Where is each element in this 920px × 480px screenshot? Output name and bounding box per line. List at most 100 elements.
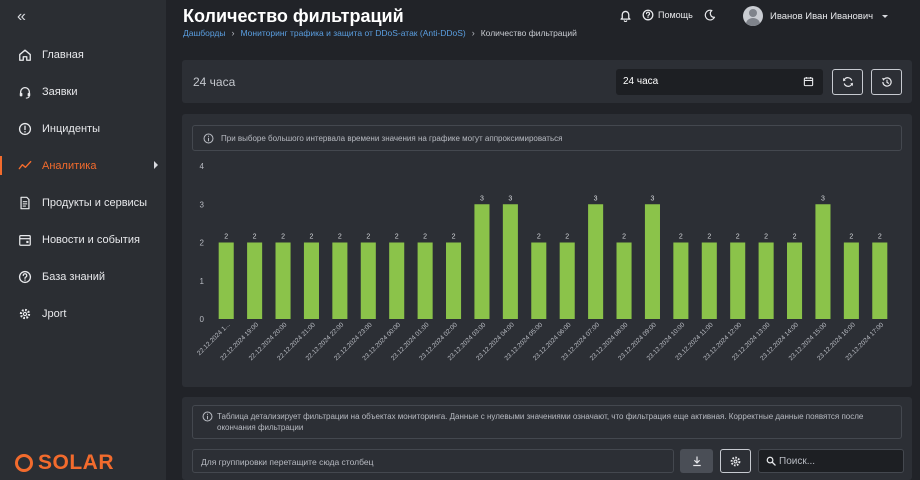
download-icon [692, 456, 701, 467]
sidebar-item-requests[interactable]: Заявки [0, 73, 166, 110]
analytics-icon [18, 160, 32, 169]
bar-value-label: 2 [622, 234, 626, 241]
sidebar-item-analytics[interactable]: Аналитика [0, 147, 166, 184]
search-icon [766, 456, 776, 466]
search-input[interactable] [779, 453, 899, 469]
period-panel: 24 часа 24 часа [182, 60, 912, 103]
sidebar-item-label: Продукты и сервисы [42, 196, 148, 209]
period-select[interactable]: 24 часа [616, 69, 823, 95]
logo-ring-icon [15, 454, 33, 472]
bar [730, 242, 746, 319]
info-icon [203, 133, 214, 143]
refresh-button[interactable] [832, 69, 863, 95]
bar-value-label: 2 [452, 234, 456, 241]
chevron-right-icon: › [471, 28, 475, 38]
period-select-value: 24 часа [623, 76, 659, 87]
help-button[interactable]: Помощь [642, 9, 693, 21]
breadcrumb: Дашборды › Мониторинг трафика и защита о… [183, 28, 577, 38]
export-button[interactable] [680, 449, 713, 473]
bar [417, 242, 433, 319]
sidebar-item-news[interactable]: Новости и события [0, 221, 166, 258]
logo-text: SOLAR [38, 451, 114, 474]
bar [758, 242, 774, 319]
table-settings-button[interactable] [720, 449, 751, 473]
settings-icon [19, 308, 31, 319]
bar [815, 204, 831, 319]
bar-value-label: 2 [395, 234, 399, 241]
sidebar-item-label: Главная [42, 48, 84, 61]
breadcrumb-dashboards[interactable]: Дашборды [183, 28, 226, 38]
bar-value-label: 2 [423, 234, 427, 241]
sidebar-item-jport[interactable]: Jport [0, 295, 166, 332]
bar [701, 242, 717, 319]
sidebar-item-incidents[interactable]: Инциденты [0, 110, 166, 147]
bar [531, 242, 547, 319]
user-name: Иванов Иван Иванович [770, 10, 874, 22]
bell-icon[interactable] [619, 9, 632, 22]
bar [616, 242, 632, 319]
bar [673, 242, 689, 319]
bar-value-label: 2 [537, 234, 541, 241]
breadcrumb-ddos-monitoring[interactable]: Мониторинг трафика и защита от DDoS-атак… [240, 28, 466, 38]
table-info-banner: Таблица детализирует фильтрации на объек… [192, 405, 902, 439]
refresh-icon [842, 77, 853, 87]
chevron-right-icon [154, 161, 158, 169]
help-circle-icon [642, 9, 654, 21]
gear-icon [730, 456, 741, 466]
calendar-icon [803, 77, 814, 87]
collapse-sidebar-icon[interactable]: « [17, 8, 26, 25]
y-tick-label: 4 [200, 162, 205, 171]
sidebar-item-products[interactable]: Продукты и сервисы [0, 184, 166, 221]
bar-value-label: 3 [821, 195, 825, 202]
home-icon [19, 49, 31, 61]
y-tick-label: 2 [200, 239, 205, 248]
bar [360, 242, 376, 319]
bar-value-label: 2 [310, 234, 314, 241]
search-box [758, 449, 904, 473]
solar-logo[interactable]: SOLAR [15, 451, 114, 475]
y-tick-label: 3 [200, 200, 205, 209]
chart-info-banner: При выборе большого интервала времени зн… [192, 125, 902, 151]
bar-value-label: 2 [707, 234, 711, 241]
info-icon [202, 411, 213, 422]
sidebar-item-label: Новости и события [42, 233, 140, 246]
sidebar-item-label: Инциденты [42, 122, 100, 135]
document-icon [20, 196, 30, 209]
bar [332, 242, 348, 319]
bar-value-label: 2 [224, 234, 228, 241]
sidebar-item-label: Аналитика [42, 159, 97, 172]
group-by-hint: Для группировки перетащите сюда столбец [201, 457, 374, 467]
help-label: Помощь [658, 10, 693, 20]
avatar [743, 6, 763, 26]
help-circle-icon [18, 270, 32, 283]
calendar-icon [19, 234, 31, 246]
bar-value-label: 2 [565, 234, 569, 241]
page-title: Количество фильтраций [183, 6, 404, 26]
sidebar-item-home[interactable]: Главная [0, 36, 166, 73]
group-by-drop-zone[interactable]: Для группировки перетащите сюда столбец [192, 449, 674, 473]
bar-value-label: 3 [651, 195, 655, 202]
bar [303, 242, 319, 319]
table-info-text: Таблица детализирует фильтрации на объек… [217, 412, 864, 432]
bar-value-label: 2 [793, 234, 797, 241]
headset-icon [19, 86, 31, 99]
bar [247, 242, 263, 319]
bar [588, 204, 604, 319]
period-label: 24 часа [193, 75, 236, 89]
y-tick-label: 0 [200, 315, 205, 324]
moon-icon[interactable] [704, 9, 716, 21]
user-menu[interactable]: Иванов Иван Иванович [743, 6, 889, 26]
bar-value-label: 2 [281, 234, 285, 241]
chart-panel: При выборе большого интервала времени зн… [182, 114, 912, 387]
sidebar-item-knowledge-base[interactable]: База знаний [0, 258, 166, 295]
bar [559, 242, 575, 319]
bar-value-label: 2 [253, 234, 257, 241]
bar-value-label: 2 [338, 234, 342, 241]
bar [644, 204, 660, 319]
history-button[interactable] [871, 69, 902, 95]
bar-value-label: 2 [736, 234, 740, 241]
bar [843, 242, 859, 319]
bar [218, 242, 234, 319]
bar-value-label: 3 [508, 195, 512, 202]
chart-info-text: При выборе большого интервала времени зн… [221, 133, 563, 143]
